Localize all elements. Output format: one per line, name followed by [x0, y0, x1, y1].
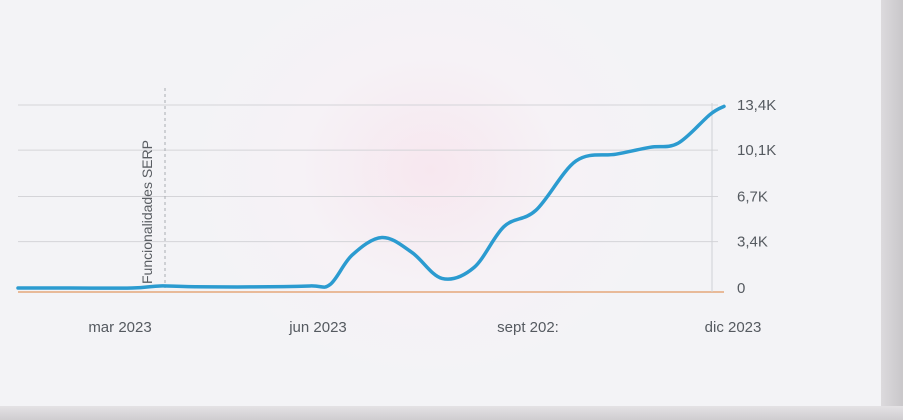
- y-tick-label: 0: [737, 280, 745, 297]
- y-tick-label: 10,1K: [737, 142, 776, 159]
- monitor-bezel-right: [881, 0, 903, 420]
- x-axis-ticks: mar 2023 jun 2023 sept 202: dic 2023: [88, 319, 761, 336]
- x-tick-label: jun 2023: [288, 319, 347, 336]
- series-line: [16, 104, 726, 290]
- y-tick-label: 3,4K: [737, 234, 768, 251]
- y-axis-ticks: 0 3,4K 6,7K 10,1K 13,4K: [737, 97, 776, 297]
- monitor-bezel-bottom: [0, 406, 903, 420]
- x-tick-label: mar 2023: [88, 319, 151, 336]
- y-tick-label: 13,4K: [737, 97, 776, 114]
- gridlines: [18, 104, 718, 243]
- x-tick-label: dic 2023: [705, 319, 762, 336]
- baseline-group: [18, 103, 724, 293]
- y-tick-label: 6,7K: [737, 189, 768, 206]
- annotation-group: Funcionalidades SERP: [139, 88, 166, 288]
- annotation-label: Funcionalidades SERP: [139, 140, 155, 284]
- series-group: [16, 104, 726, 290]
- x-tick-label: sept 202:: [497, 319, 559, 336]
